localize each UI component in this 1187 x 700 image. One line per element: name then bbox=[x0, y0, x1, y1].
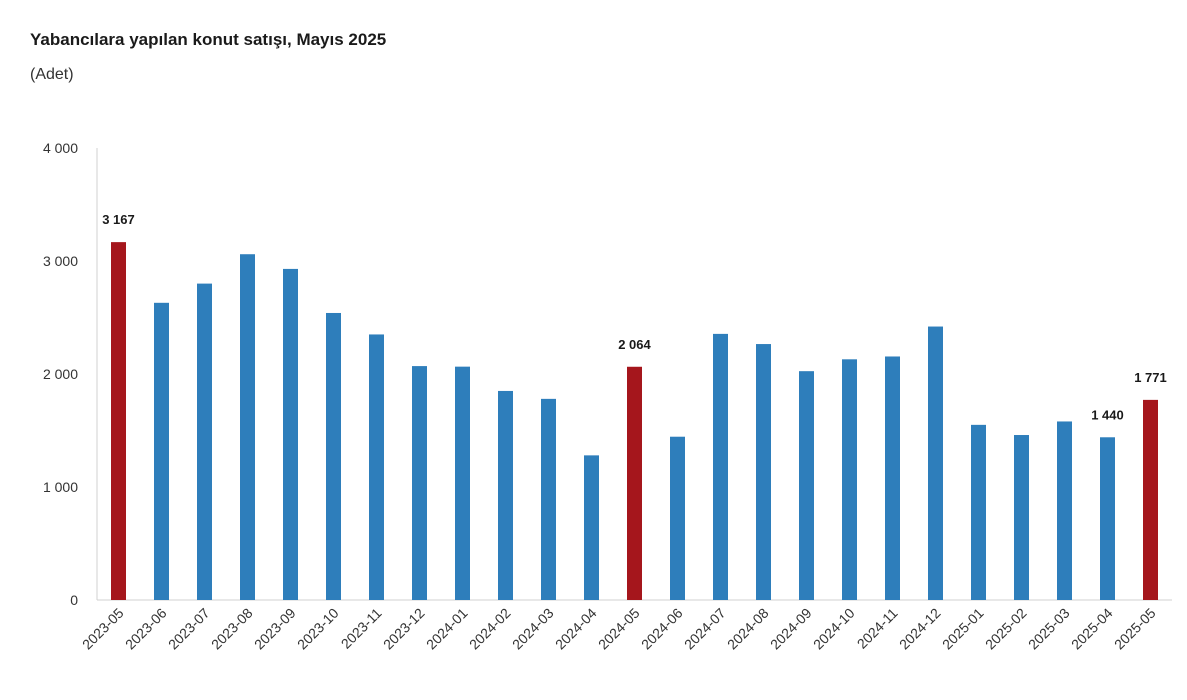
data-label: 2 064 bbox=[618, 337, 651, 352]
bar bbox=[369, 334, 384, 600]
x-tick-label: 2025-04 bbox=[1068, 605, 1116, 653]
x-tick-label: 2023-09 bbox=[251, 605, 299, 653]
x-tick-label: 2024-03 bbox=[509, 605, 557, 653]
x-tick-label: 2025-03 bbox=[1025, 605, 1073, 653]
x-tick-label: 2024-01 bbox=[423, 605, 471, 653]
bar bbox=[283, 268, 298, 600]
x-tick-label: 2024-08 bbox=[724, 605, 772, 653]
x-tick-label: 2024-02 bbox=[466, 605, 514, 653]
bar bbox=[541, 398, 556, 600]
y-tick-label: 0 bbox=[70, 592, 78, 608]
x-tick-label: 2024-12 bbox=[896, 605, 944, 653]
bar bbox=[412, 366, 427, 600]
x-tick-label: 2024-06 bbox=[638, 605, 686, 653]
bar bbox=[584, 455, 599, 600]
bar bbox=[111, 242, 126, 600]
x-tick-label: 2025-02 bbox=[982, 605, 1030, 653]
bar bbox=[240, 254, 255, 600]
x-tick-label: 2024-09 bbox=[767, 605, 815, 653]
x-tick-label: 2023-12 bbox=[380, 605, 428, 653]
x-tick-label: 2023-08 bbox=[208, 605, 256, 653]
x-tick-label: 2024-11 bbox=[854, 605, 901, 652]
bar bbox=[713, 333, 728, 600]
x-tick-label: 2024-07 bbox=[681, 605, 729, 653]
bar bbox=[455, 366, 470, 600]
bar bbox=[197, 283, 212, 600]
x-tick-label: 2023-05 bbox=[79, 605, 127, 653]
x-tick-label: 2025-01 bbox=[939, 605, 987, 653]
y-tick-label: 2 000 bbox=[43, 366, 78, 382]
data-label: 1 771 bbox=[1134, 370, 1167, 385]
x-tick-label: 2023-10 bbox=[294, 605, 342, 653]
bar bbox=[326, 312, 341, 600]
chart-subtitle: (Adet) bbox=[30, 66, 74, 83]
bar bbox=[1014, 435, 1029, 600]
chart-title: Yabancılara yapılan konut satışı, Mayıs … bbox=[30, 30, 387, 49]
bar bbox=[154, 302, 169, 600]
x-tick-label: 2025-05 bbox=[1111, 605, 1159, 653]
x-tick-label: 2023-06 bbox=[122, 605, 170, 653]
bar bbox=[670, 436, 685, 600]
bar bbox=[627, 366, 642, 600]
bar bbox=[971, 424, 986, 600]
bar bbox=[1143, 399, 1158, 600]
bar bbox=[799, 371, 814, 600]
y-tick-label: 3 000 bbox=[43, 253, 78, 269]
x-tick-label: 2023-07 bbox=[165, 605, 213, 653]
bar bbox=[842, 359, 857, 600]
x-tick-label: 2023-11 bbox=[338, 605, 385, 652]
x-tick-label: 2024-04 bbox=[552, 605, 600, 653]
bar bbox=[1100, 437, 1115, 600]
y-tick-label: 1 000 bbox=[43, 479, 78, 495]
bar bbox=[756, 344, 771, 600]
data-label: 3 167 bbox=[102, 212, 135, 227]
bar bbox=[498, 390, 513, 600]
x-tick-label: 2024-10 bbox=[810, 605, 858, 653]
bar bbox=[885, 356, 900, 600]
x-tick-label: 2024-05 bbox=[595, 605, 643, 653]
data-label: 1 440 bbox=[1091, 407, 1124, 422]
bar bbox=[928, 326, 943, 600]
y-tick-label: 4 000 bbox=[43, 140, 78, 156]
bar bbox=[1057, 421, 1072, 600]
